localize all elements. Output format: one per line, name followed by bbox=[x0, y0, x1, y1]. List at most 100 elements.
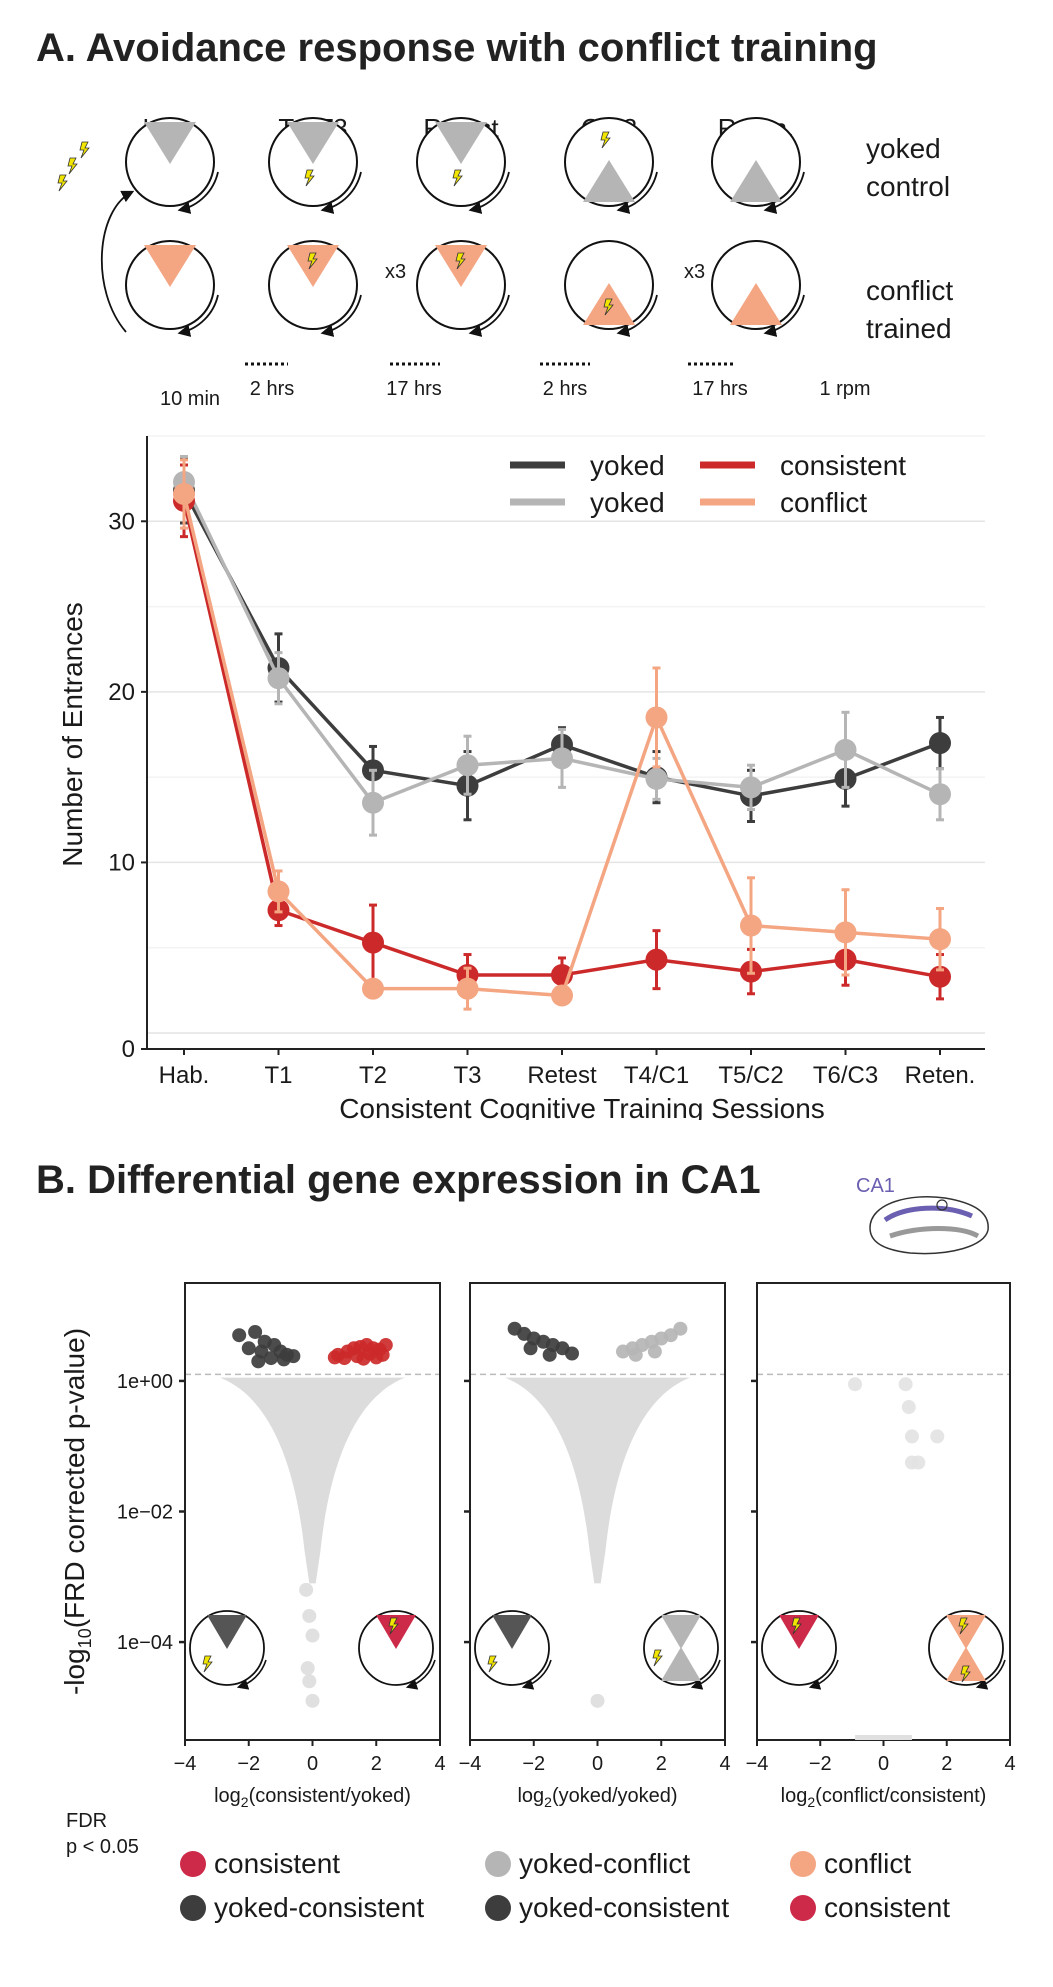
legend-label: conflict bbox=[824, 1848, 912, 1879]
legend-swatch bbox=[180, 1851, 206, 1877]
legend-item: yoked-conflict bbox=[485, 1848, 690, 1880]
legend-label: consistent bbox=[780, 450, 906, 481]
legend-label: yoked bbox=[590, 487, 665, 518]
y-tick-label: 30 bbox=[108, 508, 135, 535]
mini-rotation-arrow bbox=[975, 1659, 1006, 1690]
legend-swatch bbox=[180, 1895, 206, 1921]
x-tick-label: −2 bbox=[809, 1753, 832, 1775]
duration-label: 2 hrs bbox=[250, 378, 294, 400]
gene-point-ns bbox=[901, 1400, 916, 1415]
x-tick-label: 2 bbox=[941, 1753, 952, 1775]
mini-shock-zone bbox=[661, 1647, 701, 1681]
legend-label: yoked-conflict bbox=[519, 1848, 691, 1879]
repeat-label: x3 bbox=[385, 261, 406, 283]
rotation-arrow bbox=[320, 171, 362, 214]
rotation-arrow bbox=[177, 171, 219, 214]
gene-point-yoked-consistent bbox=[276, 1352, 291, 1367]
y-axis-label: Number of Entrances bbox=[57, 602, 88, 867]
data-point bbox=[362, 791, 384, 814]
x-tick-label: T6/C3 bbox=[813, 1062, 878, 1089]
panel-b-legend: consistent yoked-conflict conflict yoked-co… bbox=[180, 1848, 1030, 1958]
x-tick-label: Retest bbox=[527, 1062, 597, 1089]
data-point bbox=[740, 914, 762, 937]
data-point bbox=[929, 928, 951, 951]
legend-item: conflict bbox=[790, 1848, 911, 1880]
chart-legend: yoked yoked consistent conflict bbox=[510, 450, 906, 518]
shock-zone bbox=[144, 245, 196, 287]
gene-point-ns bbox=[898, 1377, 913, 1392]
x-label-post: (consistent/yoked) bbox=[249, 1785, 411, 1807]
rotation-arrow bbox=[616, 171, 658, 214]
gene-point-ns bbox=[302, 1608, 317, 1623]
gene-point-yoked-consistent bbox=[565, 1346, 579, 1361]
gene-point-yoked-consistent bbox=[542, 1347, 557, 1362]
x-axis-label: log2(consistent/yoked) bbox=[214, 1785, 411, 1810]
x-tick-label: 2 bbox=[656, 1753, 667, 1775]
shock-zone bbox=[435, 122, 487, 164]
y-tick-label: 1e+00 bbox=[117, 1371, 173, 1393]
mini-shock-zone bbox=[779, 1615, 819, 1649]
row-label-conflict-2: trained bbox=[866, 313, 952, 344]
mini-shock-zone bbox=[207, 1615, 247, 1649]
gene-point-ns bbox=[911, 1455, 926, 1470]
shock-icon bbox=[67, 157, 78, 175]
x-tick-label: 4 bbox=[434, 1753, 445, 1775]
y-tick-label: 10 bbox=[108, 849, 135, 876]
x-tick-label: Reten. bbox=[905, 1062, 976, 1089]
legend-label: yoked bbox=[590, 450, 665, 481]
rotation-arrow bbox=[177, 294, 219, 337]
y-label-post: (FRD corrected p-value) bbox=[59, 1328, 90, 1628]
gene-point-yoked-consistent bbox=[241, 1341, 256, 1356]
data-point bbox=[267, 880, 290, 903]
data-point bbox=[362, 977, 384, 1000]
x-axis-label: log2(yoked/yoked) bbox=[517, 1785, 677, 1810]
gene-point-consistent bbox=[356, 1351, 371, 1366]
rotation-arrow bbox=[468, 171, 510, 214]
shock-zone bbox=[435, 245, 487, 287]
fdr-label: FDR bbox=[66, 1810, 108, 1832]
entrances-line-chart: 0 10 20 30 Hab. T1 T2 T3 Retest T4/C1 T5/C2 T6/C3 Re… bbox=[57, 435, 985, 1120]
x-tick-label: T4/C1 bbox=[624, 1062, 689, 1089]
shock-zone bbox=[730, 283, 782, 325]
fdr-note: FDR p < 0.05 bbox=[66, 1808, 139, 1860]
x-tick-label: Hab. bbox=[159, 1062, 210, 1089]
shock-icon bbox=[57, 174, 68, 192]
gene-point-ns bbox=[305, 1628, 320, 1643]
x-tick-label: −4 bbox=[459, 1753, 482, 1775]
legend-item: consistent bbox=[790, 1892, 950, 1924]
duration-label: 2 hrs bbox=[543, 378, 587, 400]
data-point bbox=[173, 482, 195, 505]
x-label-sub: 2 bbox=[807, 1794, 815, 1810]
gene-point-yoked-consistent bbox=[264, 1351, 279, 1366]
legend-label: yoked-consistent bbox=[214, 1892, 425, 1923]
data-point bbox=[267, 667, 290, 690]
legend-swatch bbox=[790, 1851, 816, 1877]
baseline-points bbox=[855, 1735, 912, 1740]
x-tick-label: T3 bbox=[453, 1062, 481, 1089]
rotation-arrow bbox=[763, 294, 805, 337]
y-tick-label: 1e−04 bbox=[117, 1632, 173, 1654]
rotation-arrow bbox=[616, 294, 658, 337]
ca1-label: CA1 bbox=[856, 1175, 895, 1197]
protocol-schematic: Hab.T1-T3RetestC1-3Reten.yokedcontrolcon… bbox=[57, 113, 953, 410]
repeat-label: x3 bbox=[684, 261, 705, 283]
gene-point-ns bbox=[299, 1582, 314, 1597]
y-tick-label: 0 bbox=[122, 1036, 135, 1063]
legend-label: consistent bbox=[824, 1892, 951, 1923]
legend-label: consistent bbox=[214, 1848, 341, 1879]
x-axis-label: Consistent Cognitive Training Sessions bbox=[339, 1093, 825, 1120]
data-point bbox=[645, 948, 668, 971]
x-tick-label: −4 bbox=[174, 1753, 197, 1775]
x-tick-label: 4 bbox=[1004, 1753, 1015, 1775]
x-tick-label: 4 bbox=[719, 1753, 730, 1775]
legend-label: conflict bbox=[780, 487, 867, 518]
data-point bbox=[456, 754, 479, 777]
x-label-pre: log bbox=[214, 1785, 241, 1807]
shock-zone bbox=[583, 160, 635, 202]
row-label-conflict-1: conflict bbox=[866, 275, 953, 306]
x-tick-label: −4 bbox=[746, 1753, 769, 1775]
gene-point-yoked-consistent bbox=[248, 1324, 263, 1339]
data-point bbox=[456, 977, 479, 1000]
